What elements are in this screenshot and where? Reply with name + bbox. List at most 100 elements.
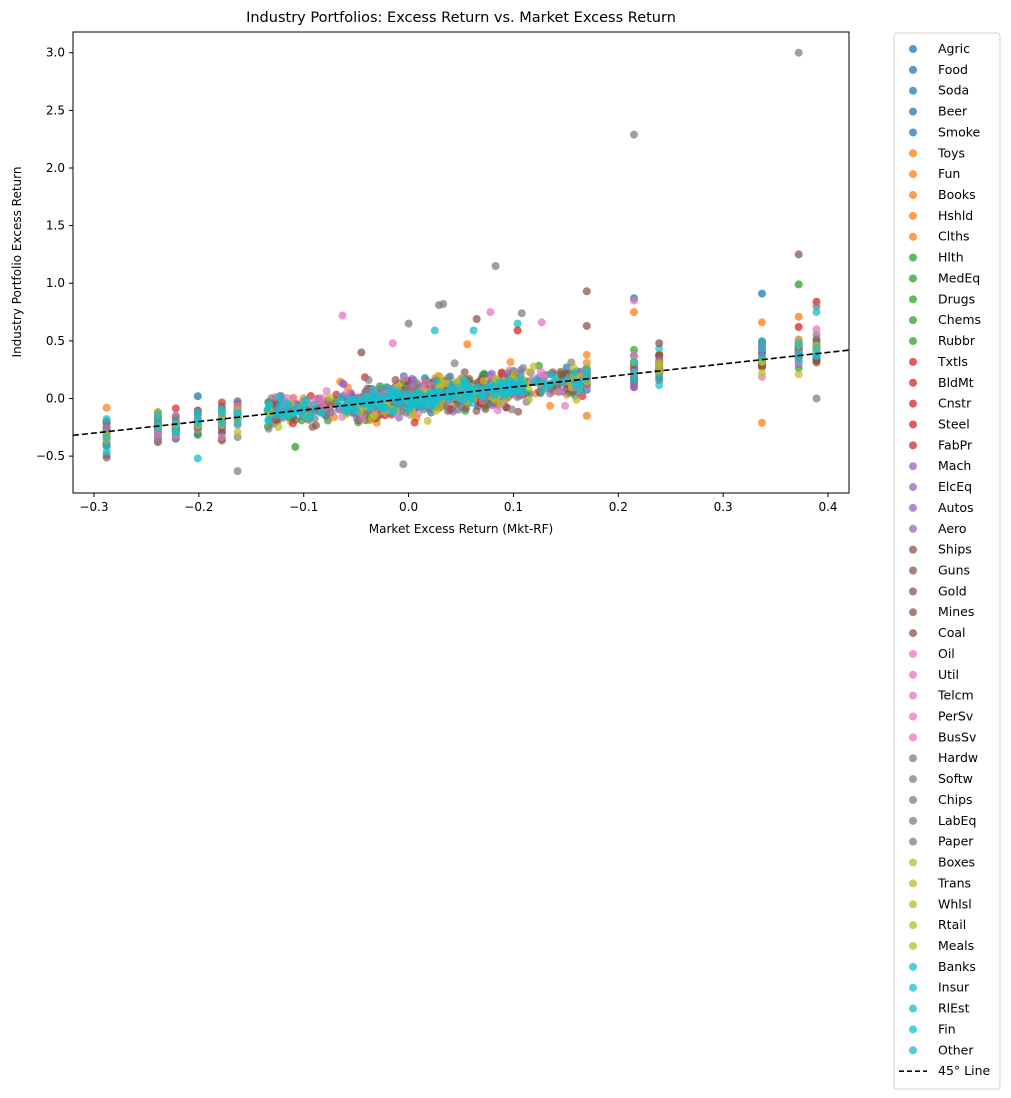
data-point <box>102 447 111 456</box>
data-point <box>582 321 591 330</box>
cloud-point <box>514 407 523 416</box>
cloud-point <box>412 398 421 407</box>
cloud-point <box>509 387 518 396</box>
legend-label: Util <box>938 667 959 682</box>
cloud-point <box>348 396 357 404</box>
cluster-point <box>102 453 111 462</box>
data-point <box>102 403 111 412</box>
data-point <box>794 48 803 57</box>
cloud-point <box>578 392 587 400</box>
legend-marker <box>909 1004 917 1013</box>
cloud-point <box>525 395 534 404</box>
x-axis-ticks: −0.3 −0.2 −0.1 0.0 0.1 0.2 0.3 0.4 <box>79 493 838 514</box>
cluster-point <box>655 373 664 382</box>
legend-marker <box>909 503 917 512</box>
legend-label: Coal <box>938 625 966 640</box>
cluster-point <box>217 433 226 442</box>
legend-label: Cnstr <box>938 396 972 411</box>
legend-marker <box>909 691 917 700</box>
legend-marker <box>909 295 917 304</box>
cluster-point <box>102 424 111 433</box>
legend-label: RlEst <box>938 1001 970 1016</box>
legend-label: Books <box>938 187 976 202</box>
data-point <box>794 312 803 321</box>
data-point <box>430 326 439 335</box>
cluster-point <box>758 337 766 346</box>
legend-label: Telcm <box>937 688 974 703</box>
cloud-point <box>352 414 361 423</box>
data-point <box>388 339 397 348</box>
legend-label: Fin <box>938 1021 956 1036</box>
y-tick-label: 0.5 <box>46 334 65 348</box>
cloud-point <box>381 383 390 392</box>
cloud-point <box>571 382 580 391</box>
data-point <box>513 326 522 335</box>
legend-marker <box>909 649 917 658</box>
legend-marker <box>909 378 917 387</box>
legend-marker <box>909 107 917 116</box>
y-tick-label: 3.0 <box>46 46 65 60</box>
data-point <box>472 315 481 323</box>
data-point <box>513 319 522 328</box>
legend-marker <box>909 566 917 575</box>
cloud-point <box>529 362 538 371</box>
cluster-point <box>794 339 803 348</box>
x-tick-label: 0.3 <box>714 500 733 514</box>
legend-label: Autos <box>938 500 974 515</box>
legend-marker <box>909 941 917 950</box>
legend-marker <box>909 191 917 200</box>
cluster-point <box>233 408 242 417</box>
cloud-point <box>274 423 283 431</box>
data-point <box>233 467 242 476</box>
data-point <box>491 262 500 270</box>
cloud-point <box>284 401 293 410</box>
legend-marker <box>909 900 917 909</box>
legend-marker <box>909 775 917 784</box>
legend-label: Chems <box>938 312 981 327</box>
cloud-point <box>264 401 273 409</box>
legend-marker <box>909 1046 917 1055</box>
legend-marker <box>909 86 917 95</box>
legend: Agric Food Soda Beer Smoke Toys Fun Books Hshld C… <box>899 41 990 1078</box>
legend-label: Txtls <box>937 354 968 369</box>
legend-label: Mach <box>938 458 971 473</box>
data-point <box>758 418 766 427</box>
cloud-point <box>410 418 419 427</box>
data-points <box>102 48 821 476</box>
data-point <box>291 442 300 451</box>
data-point <box>582 411 591 420</box>
cluster-point <box>582 350 591 359</box>
cloud-point <box>525 368 534 377</box>
legend-label: Hshld <box>938 208 973 223</box>
cloud-point <box>551 377 560 386</box>
legend-label: Paper <box>938 834 974 849</box>
x-tick-label: −0.2 <box>184 500 213 514</box>
legend-label: Guns <box>938 563 970 578</box>
cluster-point <box>171 428 180 437</box>
x-tick-label: 0.1 <box>504 500 523 514</box>
cloud-point <box>450 359 459 368</box>
cloud-point <box>467 394 476 403</box>
cluster-point <box>794 370 803 379</box>
legend-marker <box>909 837 917 846</box>
cloud-point <box>460 368 469 377</box>
cluster-point <box>102 415 111 423</box>
data-point <box>537 318 546 327</box>
data-point <box>758 318 766 327</box>
legend-label: Soda <box>938 83 969 98</box>
data-point <box>758 289 766 298</box>
legend-label: Drugs <box>938 291 975 306</box>
cloud-point <box>516 373 525 381</box>
plot-frame <box>72 31 850 494</box>
legend-label: MedEq <box>938 270 980 285</box>
data-point <box>193 454 202 463</box>
cluster-point <box>153 417 162 426</box>
legend-label: Gold <box>938 583 967 598</box>
cloud-point <box>337 393 346 402</box>
legend-marker <box>909 399 917 408</box>
cloud-point <box>279 412 288 421</box>
cluster-point <box>630 351 638 360</box>
data-point <box>812 325 821 334</box>
cluster-point <box>655 362 664 371</box>
